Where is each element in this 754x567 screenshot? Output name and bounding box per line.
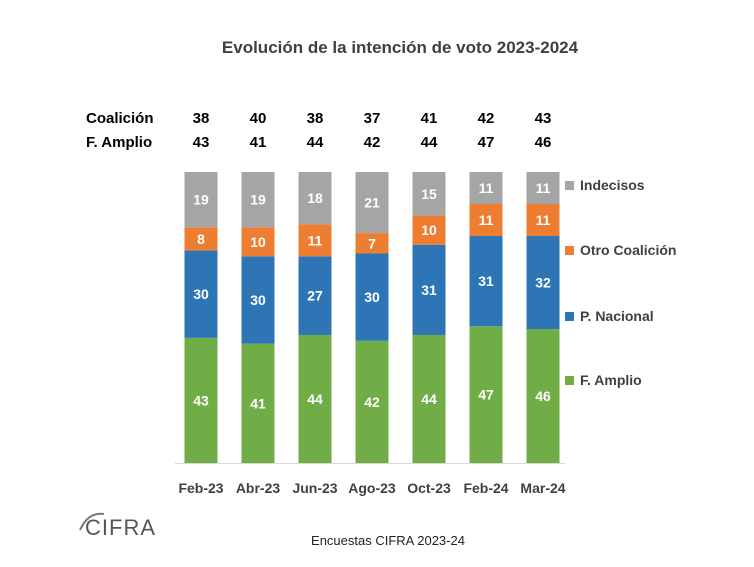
legend-entry: Indecisos (580, 177, 645, 193)
legend-swatch (565, 376, 574, 385)
summary-row-label: F. Amplio (86, 134, 152, 151)
bar-segment (184, 227, 218, 251)
bar-segment (241, 256, 275, 344)
x-axis: Feb-23 Abr-23 Jun-23 Ago-23 Oct-23 Feb-24 Mar-… (175, 463, 566, 496)
data-label: 19 (193, 192, 209, 208)
x-tick-label: Feb-23 (178, 480, 223, 496)
bars: 43 30 8 19 41 30 10 19 44 27 11 18 42 30 7 21 44 31 10 15 47… (184, 172, 560, 463)
summary-value: 38 (307, 110, 324, 127)
bar-segment (355, 233, 389, 254)
summary-value: 41 (250, 134, 267, 151)
bar-segment (412, 244, 446, 335)
summary-rows: Coalición 38 40 38 37 41 42 43 F. Amplio 43 41 44 42… (86, 110, 551, 151)
data-label: 8 (197, 231, 205, 247)
bar-segment (469, 326, 503, 463)
data-label: 10 (250, 234, 266, 250)
legend-entry: P. Nacional (580, 308, 654, 324)
bar-segment (469, 172, 503, 205)
data-label: 30 (250, 292, 266, 308)
bar-segment (184, 172, 218, 228)
data-label: 10 (421, 222, 437, 238)
summary-value: 41 (421, 110, 438, 127)
summary-value: 38 (193, 110, 210, 127)
bar-segment (412, 334, 446, 463)
legend: Indecisos Otro Coalición P. Nacional F. Amp… (565, 177, 676, 388)
bar-segment (241, 227, 275, 257)
data-label: 27 (307, 288, 323, 304)
summary-value: 43 (193, 134, 210, 151)
legend-swatch (565, 246, 574, 255)
summary-value: 43 (535, 110, 552, 127)
summary-value: 46 (535, 134, 552, 151)
bar-segment (355, 172, 389, 234)
bar-segment (526, 172, 560, 205)
data-label: 18 (307, 190, 323, 206)
summary-value: 37 (364, 110, 381, 127)
data-label: 31 (421, 282, 437, 298)
bar-segment (412, 172, 446, 216)
data-label: 44 (421, 391, 437, 407)
logo-text: CIFRA (85, 515, 156, 540)
summary-row-label: Coalición (86, 110, 154, 127)
data-label: 41 (250, 395, 266, 411)
bar-segment (355, 253, 389, 341)
summary-value: 44 (307, 134, 324, 151)
legend-entry: Otro Coalición (580, 242, 676, 258)
x-tick-label: Feb-24 (463, 480, 508, 496)
data-label: 7 (368, 235, 376, 251)
bar-segment (184, 337, 218, 463)
data-label: 46 (535, 388, 551, 404)
legend-swatch (565, 312, 574, 321)
bar-segment (526, 329, 560, 463)
bar-segment (469, 236, 503, 327)
bar-segment (298, 224, 332, 257)
data-label: 11 (308, 232, 323, 248)
chart-title: Evolución de la intención de voto 2023-2… (222, 38, 579, 57)
bar-segment (241, 343, 275, 463)
bar-segment (298, 334, 332, 463)
summary-value: 40 (250, 110, 267, 127)
data-label: 11 (479, 212, 494, 228)
bar-segment (412, 215, 446, 245)
data-label: 47 (478, 387, 494, 403)
bar-segment (241, 172, 275, 228)
bar-segment (298, 256, 332, 335)
summary-value: 47 (478, 134, 495, 151)
data-label: 30 (193, 286, 209, 302)
summary-value: 42 (478, 110, 495, 127)
legend-swatch (565, 181, 574, 190)
bar-segment (469, 204, 503, 237)
bar-segment (526, 204, 560, 237)
cifra-logo: CIFRA (79, 512, 156, 540)
data-label: 19 (250, 192, 266, 208)
data-label: 21 (364, 195, 380, 211)
data-label: 30 (364, 289, 380, 305)
x-tick-label: Oct-23 (407, 480, 451, 496)
data-label: 11 (479, 180, 494, 196)
x-tick-label: Abr-23 (236, 480, 281, 496)
data-label: 11 (536, 180, 551, 196)
legend-entry: F. Amplio (580, 372, 642, 388)
x-tick-label: Mar-24 (520, 480, 565, 496)
data-label: 15 (421, 186, 437, 202)
data-label: 11 (536, 212, 551, 228)
data-label: 31 (478, 273, 494, 289)
x-tick-label: Ago-23 (348, 480, 396, 496)
summary-value: 44 (421, 134, 438, 151)
logo-swoosh-icon (79, 512, 105, 531)
bar-segment (355, 340, 389, 463)
x-tick-label: Jun-23 (292, 480, 337, 496)
data-label: 43 (193, 392, 209, 408)
data-label: 44 (307, 391, 323, 407)
bar-segment (298, 172, 332, 225)
summary-value: 42 (364, 134, 381, 151)
bar-segment (526, 236, 560, 330)
data-label: 32 (535, 275, 551, 291)
source-note: Encuestas CIFRA 2023-24 (311, 533, 465, 548)
data-label: 42 (364, 394, 380, 410)
bar-segment (184, 250, 218, 338)
